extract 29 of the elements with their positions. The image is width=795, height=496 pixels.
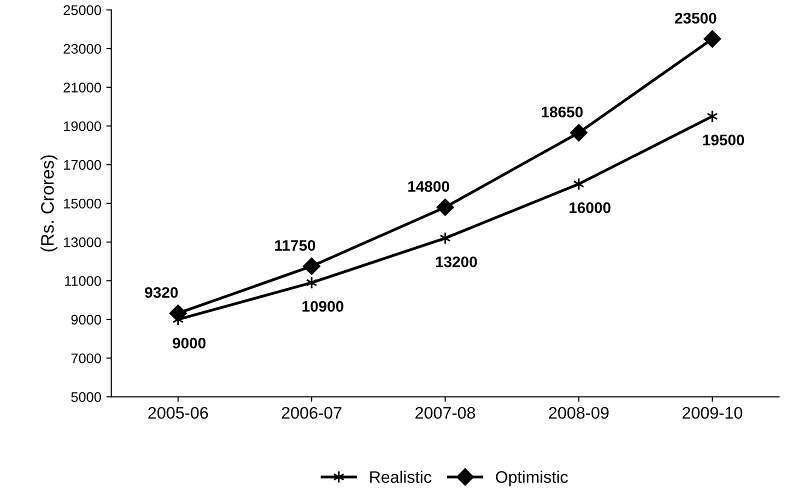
data-label: 9000 [172,338,206,349]
y-tick-label: 15000 [64,198,102,209]
y-tick-label: 21000 [64,82,102,92]
x-tick-label: 2006-07 [282,406,342,419]
y-tick-label: 13000 [64,237,102,248]
data-label: 9320 [144,287,178,298]
data-label: 16000 [570,202,610,214]
x-tick-label: 2008-09 [549,406,609,419]
data-label: 13200 [436,256,477,268]
data-label: 18650 [542,106,583,118]
x-tick-label: 2009-10 [682,406,742,419]
y-axis-title: (Rs. Crores) [40,155,58,252]
y-tick-label: 25000 [64,5,102,16]
y-tick-label: 19000 [64,121,102,132]
y-tick-label: 23000 [64,44,102,54]
legend-label: Realistic [370,470,432,483]
y-tick-label: 11000 [65,276,102,286]
y-tick-label: 9000 [71,314,102,325]
data-label: 19500 [703,134,744,146]
data-label: 14800 [408,181,450,192]
data-label: 10900 [302,300,344,312]
y-tick-label: 5000 [71,392,102,402]
y-tick-label: 17000 [64,160,102,170]
x-tick-label: 2005-06 [148,406,208,419]
data-label: 11750 [275,240,316,251]
data-label: 23500 [674,12,716,24]
y-tick-label: 7000 [71,353,102,364]
legend-label: Optimistic [496,470,568,486]
x-tick-label: 2007-08 [415,406,476,419]
